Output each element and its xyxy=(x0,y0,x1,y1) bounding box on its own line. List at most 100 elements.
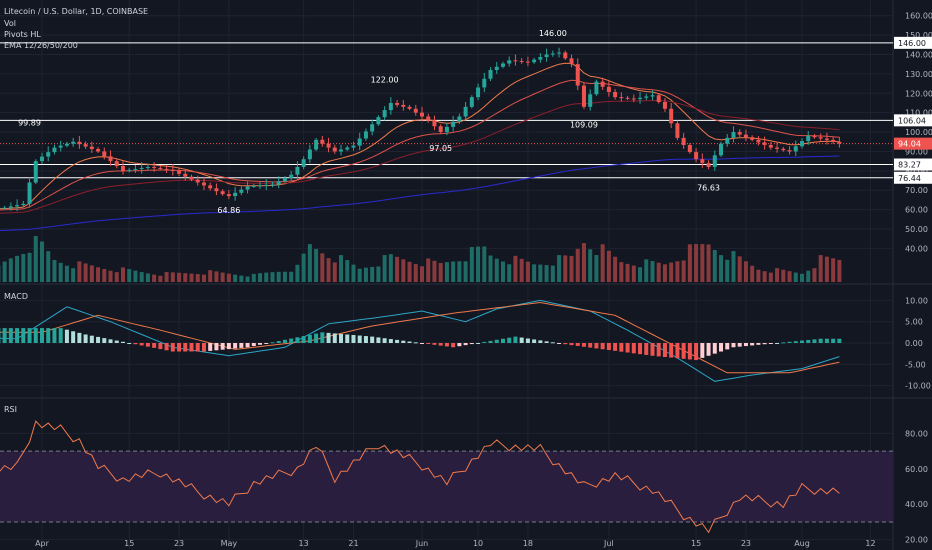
candle-body xyxy=(220,191,225,195)
macd-histogram-bar xyxy=(413,342,418,344)
volume-bar xyxy=(762,271,767,282)
macd-histogram-bar xyxy=(214,343,219,351)
macd-histogram-bar xyxy=(725,343,730,350)
volume-bar xyxy=(706,244,711,282)
candle-body xyxy=(563,52,568,59)
candle-body xyxy=(644,96,649,98)
candle-body xyxy=(351,145,356,148)
candle-body xyxy=(152,166,157,168)
macd-histogram-bar xyxy=(694,343,699,361)
price-tick-label: 70.00 xyxy=(905,186,928,195)
candle-body xyxy=(426,116,431,121)
candle-body xyxy=(195,179,200,183)
macd-histogram-bar xyxy=(700,343,705,358)
macd-histogram-bar xyxy=(27,328,32,343)
candle-body xyxy=(488,70,493,79)
macd-histogram-bar xyxy=(164,343,169,351)
candle-body xyxy=(401,104,406,107)
macd-histogram-bar xyxy=(320,332,325,343)
volume-bar xyxy=(550,265,555,282)
volume-bar xyxy=(370,266,375,282)
last-price-tag xyxy=(894,137,932,150)
macd-tick-label: 10.00 xyxy=(905,296,928,305)
macd-histogram-bar xyxy=(301,336,306,343)
volume-bar xyxy=(245,276,250,282)
macd-histogram-bar xyxy=(719,343,724,352)
price-tick-label: 50.00 xyxy=(905,225,928,234)
candle-body xyxy=(307,149,312,160)
price-tick-label: 40.00 xyxy=(905,244,928,253)
candle-body xyxy=(694,152,699,160)
macd-histogram-bar xyxy=(407,341,412,343)
macd-histogram-bar xyxy=(588,343,593,348)
candle-body xyxy=(781,148,786,151)
macd-histogram-bar xyxy=(613,343,618,351)
candle-body xyxy=(370,124,375,132)
volume-bar xyxy=(114,272,119,282)
x-tick-label: May xyxy=(221,539,238,548)
rsi-tick-label: 20.00 xyxy=(905,536,928,545)
candle-body xyxy=(357,138,362,146)
macd-histogram-bar xyxy=(638,343,643,355)
macd-histogram-bar xyxy=(581,343,586,347)
macd-histogram-bar xyxy=(395,339,400,343)
price-line-label: 146.00 xyxy=(898,39,926,48)
candle-body xyxy=(457,116,462,122)
macd-histogram-bar xyxy=(563,343,568,345)
volume-bar xyxy=(557,255,562,282)
ema-12-line xyxy=(0,62,840,210)
price-line-tag xyxy=(894,36,932,49)
macd-histogram-bar xyxy=(544,341,549,343)
macd-histogram-bar xyxy=(575,343,580,346)
pivot-label: 109.09 xyxy=(570,120,598,129)
macd-histogram-bar xyxy=(787,341,792,343)
candle-body xyxy=(482,78,487,88)
candle-body xyxy=(606,86,611,92)
candle-body xyxy=(420,112,424,117)
volume-bar xyxy=(326,258,331,282)
price-line-tag xyxy=(894,158,932,171)
macd-histogram-bar xyxy=(258,343,263,345)
macd-histogram-bar xyxy=(687,343,692,360)
macd-histogram-bar xyxy=(158,343,163,350)
price-tick-label: 120.00 xyxy=(905,89,932,98)
volume-bar xyxy=(401,259,406,282)
candle-body xyxy=(469,97,474,107)
macd-histogram-bar xyxy=(432,343,437,345)
volume-bar xyxy=(282,271,287,282)
candle-body xyxy=(656,95,661,102)
x-tick-label: 10 xyxy=(473,539,483,548)
volume-bar xyxy=(625,263,630,282)
price-tick-label: 160.00 xyxy=(905,12,932,21)
volume-bar xyxy=(507,264,512,282)
macd-histogram-bar xyxy=(339,333,344,343)
volume-bar xyxy=(46,251,51,282)
macd-histogram-bar xyxy=(469,343,474,345)
volume-bar xyxy=(351,264,356,282)
volume-bar xyxy=(208,270,213,282)
volume-bar xyxy=(201,274,206,282)
volume-bar xyxy=(395,256,400,282)
volume-bar xyxy=(719,255,724,282)
macd-histogram-bar xyxy=(669,343,674,358)
macd-histogram-bar xyxy=(781,342,786,344)
volume-bar xyxy=(158,275,163,282)
macd-histogram-bar xyxy=(245,343,250,348)
candle-body xyxy=(27,182,32,204)
volume-bar xyxy=(575,248,580,282)
candle-body xyxy=(83,144,88,147)
macd-histogram-bar xyxy=(189,343,194,352)
macd-histogram-bar xyxy=(768,343,773,344)
candle-body xyxy=(64,143,69,146)
candle-body xyxy=(588,94,593,107)
x-tick-label: 21 xyxy=(348,539,358,548)
candle-body xyxy=(500,63,505,67)
candle-body xyxy=(600,81,605,87)
price-tick-label: 110.00 xyxy=(905,109,932,118)
pivot-label: 122.00 xyxy=(371,75,399,84)
pivot-label: 146.00 xyxy=(539,29,567,38)
macd-histogram-bar xyxy=(656,343,661,357)
volume-bar xyxy=(345,260,350,282)
volume-bar xyxy=(750,265,755,282)
